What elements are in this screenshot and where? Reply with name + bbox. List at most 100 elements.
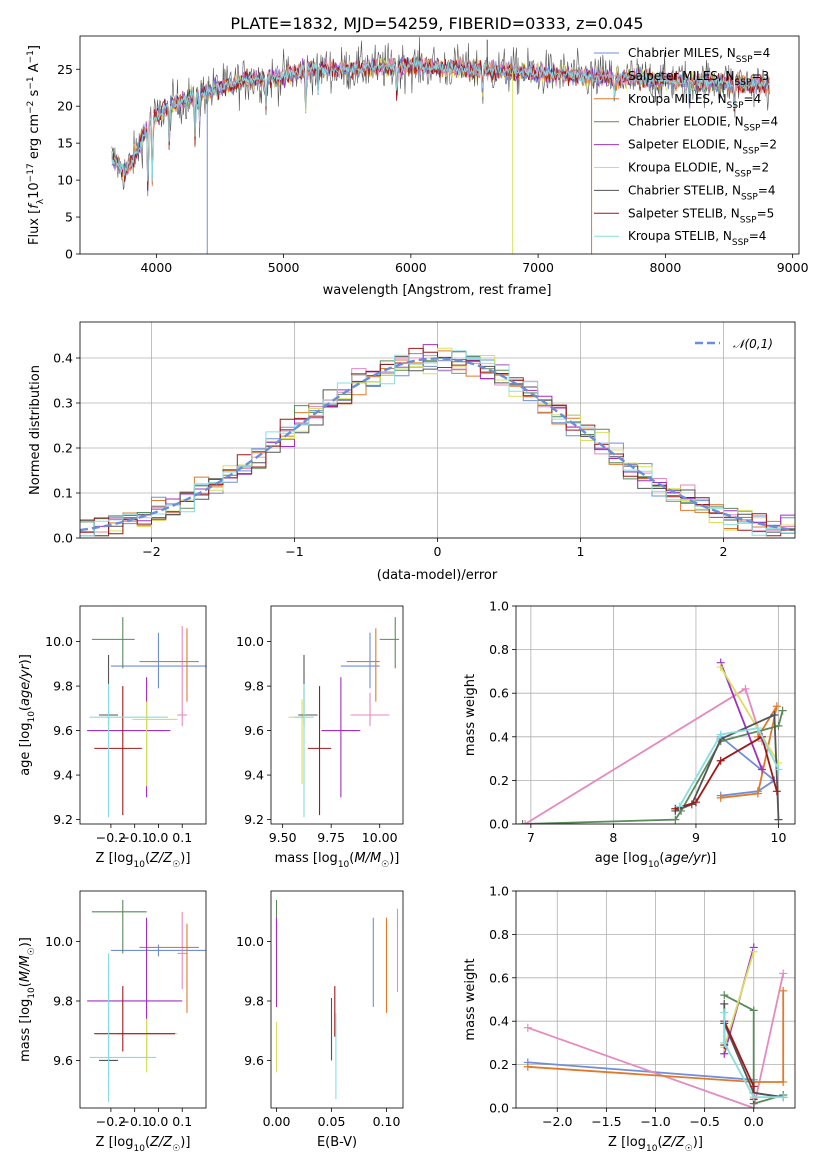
x-tick-label: −1 [285, 544, 303, 559]
ticks: −2 −1 0 1 2 0.0 0.1 0.2 0.3 0.4 [53, 351, 727, 560]
x-tick-label: 0 [434, 544, 442, 559]
plot-area [80, 344, 795, 537]
weight-marker [720, 1038, 729, 1047]
weight-marker [753, 789, 762, 798]
weight-line [719, 662, 763, 770]
y-tick-label: 0.6 [489, 970, 509, 985]
y-tick-label: 0.8 [489, 642, 509, 657]
x-tick-label: 9.75 [317, 830, 345, 845]
plot-area [288, 617, 400, 818]
weight-marker [671, 804, 680, 813]
plot-area [523, 943, 788, 1108]
ticks: 4000 5000 6000 7000 8000 9000 0 5 10 15 20 25 [57, 62, 808, 275]
y-tick-label: 25 [57, 62, 73, 77]
y-tick-label: 0.8 [489, 927, 509, 942]
weight-line [720, 705, 778, 799]
plot-area [87, 617, 206, 818]
y-tick-label: 0.4 [489, 1014, 509, 1029]
x-tick-label: −0.1 [119, 1114, 149, 1129]
x-tick-label: 8000 [649, 260, 681, 275]
x-tick-label: 0.05 [318, 1114, 346, 1129]
x-tick-label: 8 [609, 830, 617, 845]
weight-marker [772, 702, 781, 711]
axes-frame [79, 35, 800, 255]
plot-area [518, 658, 787, 824]
legend-label: Salpeter MILES, NSSP=3 [628, 69, 769, 88]
ticks: 9.50 9.75 10.00 9.2 9.4 9.6 9.8 10.0 [236, 634, 397, 845]
ticks: 7 8 9 10 0.0 0.2 0.4 0.6 0.8 1.0 [489, 599, 786, 846]
weight-marker [778, 706, 787, 715]
axes-frame [79, 321, 796, 539]
legend-label: Chabrier STELIB, NSSP=4 [628, 183, 776, 202]
x-axis-label: E(B-V) [317, 1135, 357, 1150]
legend: Chabrier MILES, NSSP=4 Salpeter MILES, NS… [594, 46, 778, 248]
weight-marker [523, 1023, 532, 1032]
y-tick-label: 20 [57, 99, 73, 114]
y-tick-label: 0.1 [53, 486, 73, 501]
y-tick-label: 9.6 [53, 723, 73, 738]
y-tick-label: 0.6 [489, 686, 509, 701]
y-axis-label: mass weight [463, 958, 478, 1040]
weight-marker [779, 1077, 788, 1086]
axes-frame [270, 890, 404, 1109]
weight-marker [749, 1093, 758, 1102]
y-tick-label: 0.0 [489, 817, 509, 832]
x-tick-label: 9.50 [269, 830, 297, 845]
weight-marker [716, 663, 725, 672]
axes-frame [270, 605, 404, 825]
y-axis-label: mass [log10(M/M☉)] [18, 937, 37, 1062]
x-axis-label: (data-model)/error [377, 568, 498, 583]
y-tick-label: 9.4 [53, 768, 73, 783]
x-tick-label: 10 [771, 830, 787, 845]
y-tick-label: 0.2 [489, 1057, 509, 1072]
x-tick-label: 0.10 [373, 1114, 401, 1129]
x-tick-label: 0.0 [744, 1114, 764, 1129]
weight-marker [523, 1062, 532, 1071]
chart-mass_vs_EBV: 0.00 0.05 0.10 9.6 9.8 10.0 E(B-V) [236, 890, 404, 1150]
y-tick-label: 0.0 [53, 531, 73, 546]
x-tick-label: 0.0 [149, 830, 169, 845]
x-tick-label: 9000 [777, 260, 809, 275]
x-tick-label: −1.0 [640, 1114, 670, 1129]
weight-marker [671, 815, 680, 824]
ticks: −0.2−0.10.0 0.1 9.2 9.4 9.6 9.8 10.0 [45, 634, 192, 845]
y-tick-label: 1.0 [489, 884, 509, 899]
y-tick-label: 10.0 [45, 634, 73, 649]
x-tick-label: 0.1 [172, 1114, 192, 1129]
x-tick-label: 4000 [140, 260, 172, 275]
y-tick-label: 0.2 [489, 773, 509, 788]
weight-marker [774, 765, 783, 774]
x-axis-label: Z [log10(Z/Z☉)] [96, 1135, 191, 1154]
y-tick-label: 15 [57, 136, 73, 151]
y-tick-label: 10.0 [45, 934, 73, 949]
x-axis-label: mass [log10(M/M☉)] [275, 851, 400, 870]
weight-marker [749, 1082, 758, 1091]
x-axis-label: Z [log10(Z/Z☉)] [608, 1135, 703, 1154]
weight-marker [518, 820, 527, 824]
y-tick-label: 10.0 [236, 934, 264, 949]
x-tick-label: 0.00 [263, 1114, 291, 1129]
weight-marker [757, 765, 766, 774]
y-tick-label: 9.6 [53, 1053, 73, 1068]
y-tick-label: 0 [65, 247, 73, 262]
y-tick-label: 0.2 [53, 441, 73, 456]
x-tick-label: −0.2 [96, 830, 126, 845]
legend-label: Salpeter ELODIE, NSSP=2 [628, 138, 777, 157]
legend-label: Kroupa MILES, NSSP=4 [628, 92, 761, 111]
x-tick-label: −0.2 [96, 1114, 126, 1129]
spectrum-line [111, 56, 770, 182]
axes-frame [79, 605, 207, 825]
plot-area [275, 899, 399, 1100]
y-tick-label: 9.4 [244, 768, 264, 783]
weight-marker [720, 991, 729, 1000]
weight-marker [779, 969, 788, 978]
x-tick-label: 2 [720, 544, 728, 559]
weight-marker [716, 793, 725, 802]
y-axis-label: age [log10(age/yr)] [18, 654, 37, 776]
chart-weight_vs_Z: −2.0 −1.5 −1.0 −0.5 0.0 0.0 0.2 0.4 0.6 0.8 1.0 Z [… [463, 884, 796, 1154]
weight-marker [716, 756, 725, 765]
y-tick-label: 0.0 [489, 1101, 509, 1116]
ticks: −2.0 −1.5 −1.0 −0.5 0.0 0.0 0.2 0.4 0.6 0.8 1.0 [489, 884, 764, 1130]
weight-line [522, 710, 784, 824]
y-tick-label: 9.2 [244, 812, 264, 827]
